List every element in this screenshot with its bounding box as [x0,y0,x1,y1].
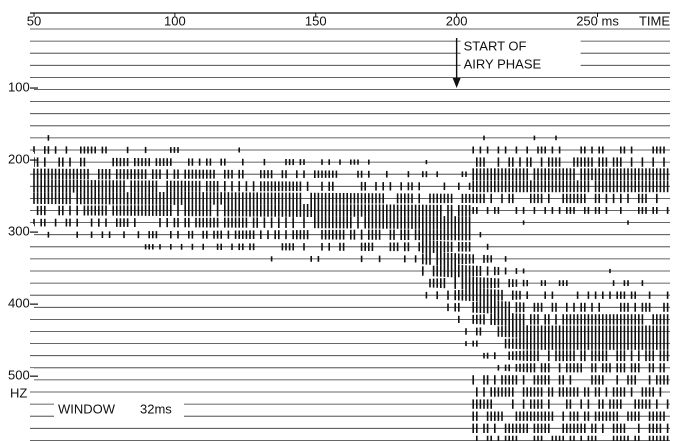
label-bg [460,38,581,76]
x-tick-label: 250 ms [576,13,619,28]
label-bg [6,296,34,312]
label-bg [6,386,28,402]
y-tick-label: 500 [8,368,30,383]
y-tick-label: 100 [8,79,30,94]
x-tick-label: 100 [164,13,186,28]
y-tick-label: 400 [8,296,30,311]
arrow-head [452,78,461,88]
label-bg [6,368,34,384]
label-bg [54,402,184,418]
labels: 50 100 150 200 250 ms TIME 100 200 300 400 500 HZ ST… [6,13,670,418]
window-label: WINDOW [58,401,116,416]
y-tick-label: 300 [8,224,30,239]
x-axis-label: TIME [639,13,670,28]
x-tick-label: 200 [446,13,468,28]
label-bg [6,152,34,168]
spectral-strokes [33,135,669,441]
annotation-text: START OF [464,38,527,53]
label-bg [6,224,34,240]
y-tick-label: 200 [8,152,30,167]
window-value: 32ms [140,401,172,416]
x-tick-label: 50 [27,13,41,28]
label-bg [6,80,34,96]
y-axis-label: HZ [10,386,27,401]
x-tick-label: 150 [305,13,327,28]
annotation-text: AIRY PHASE [464,56,542,71]
